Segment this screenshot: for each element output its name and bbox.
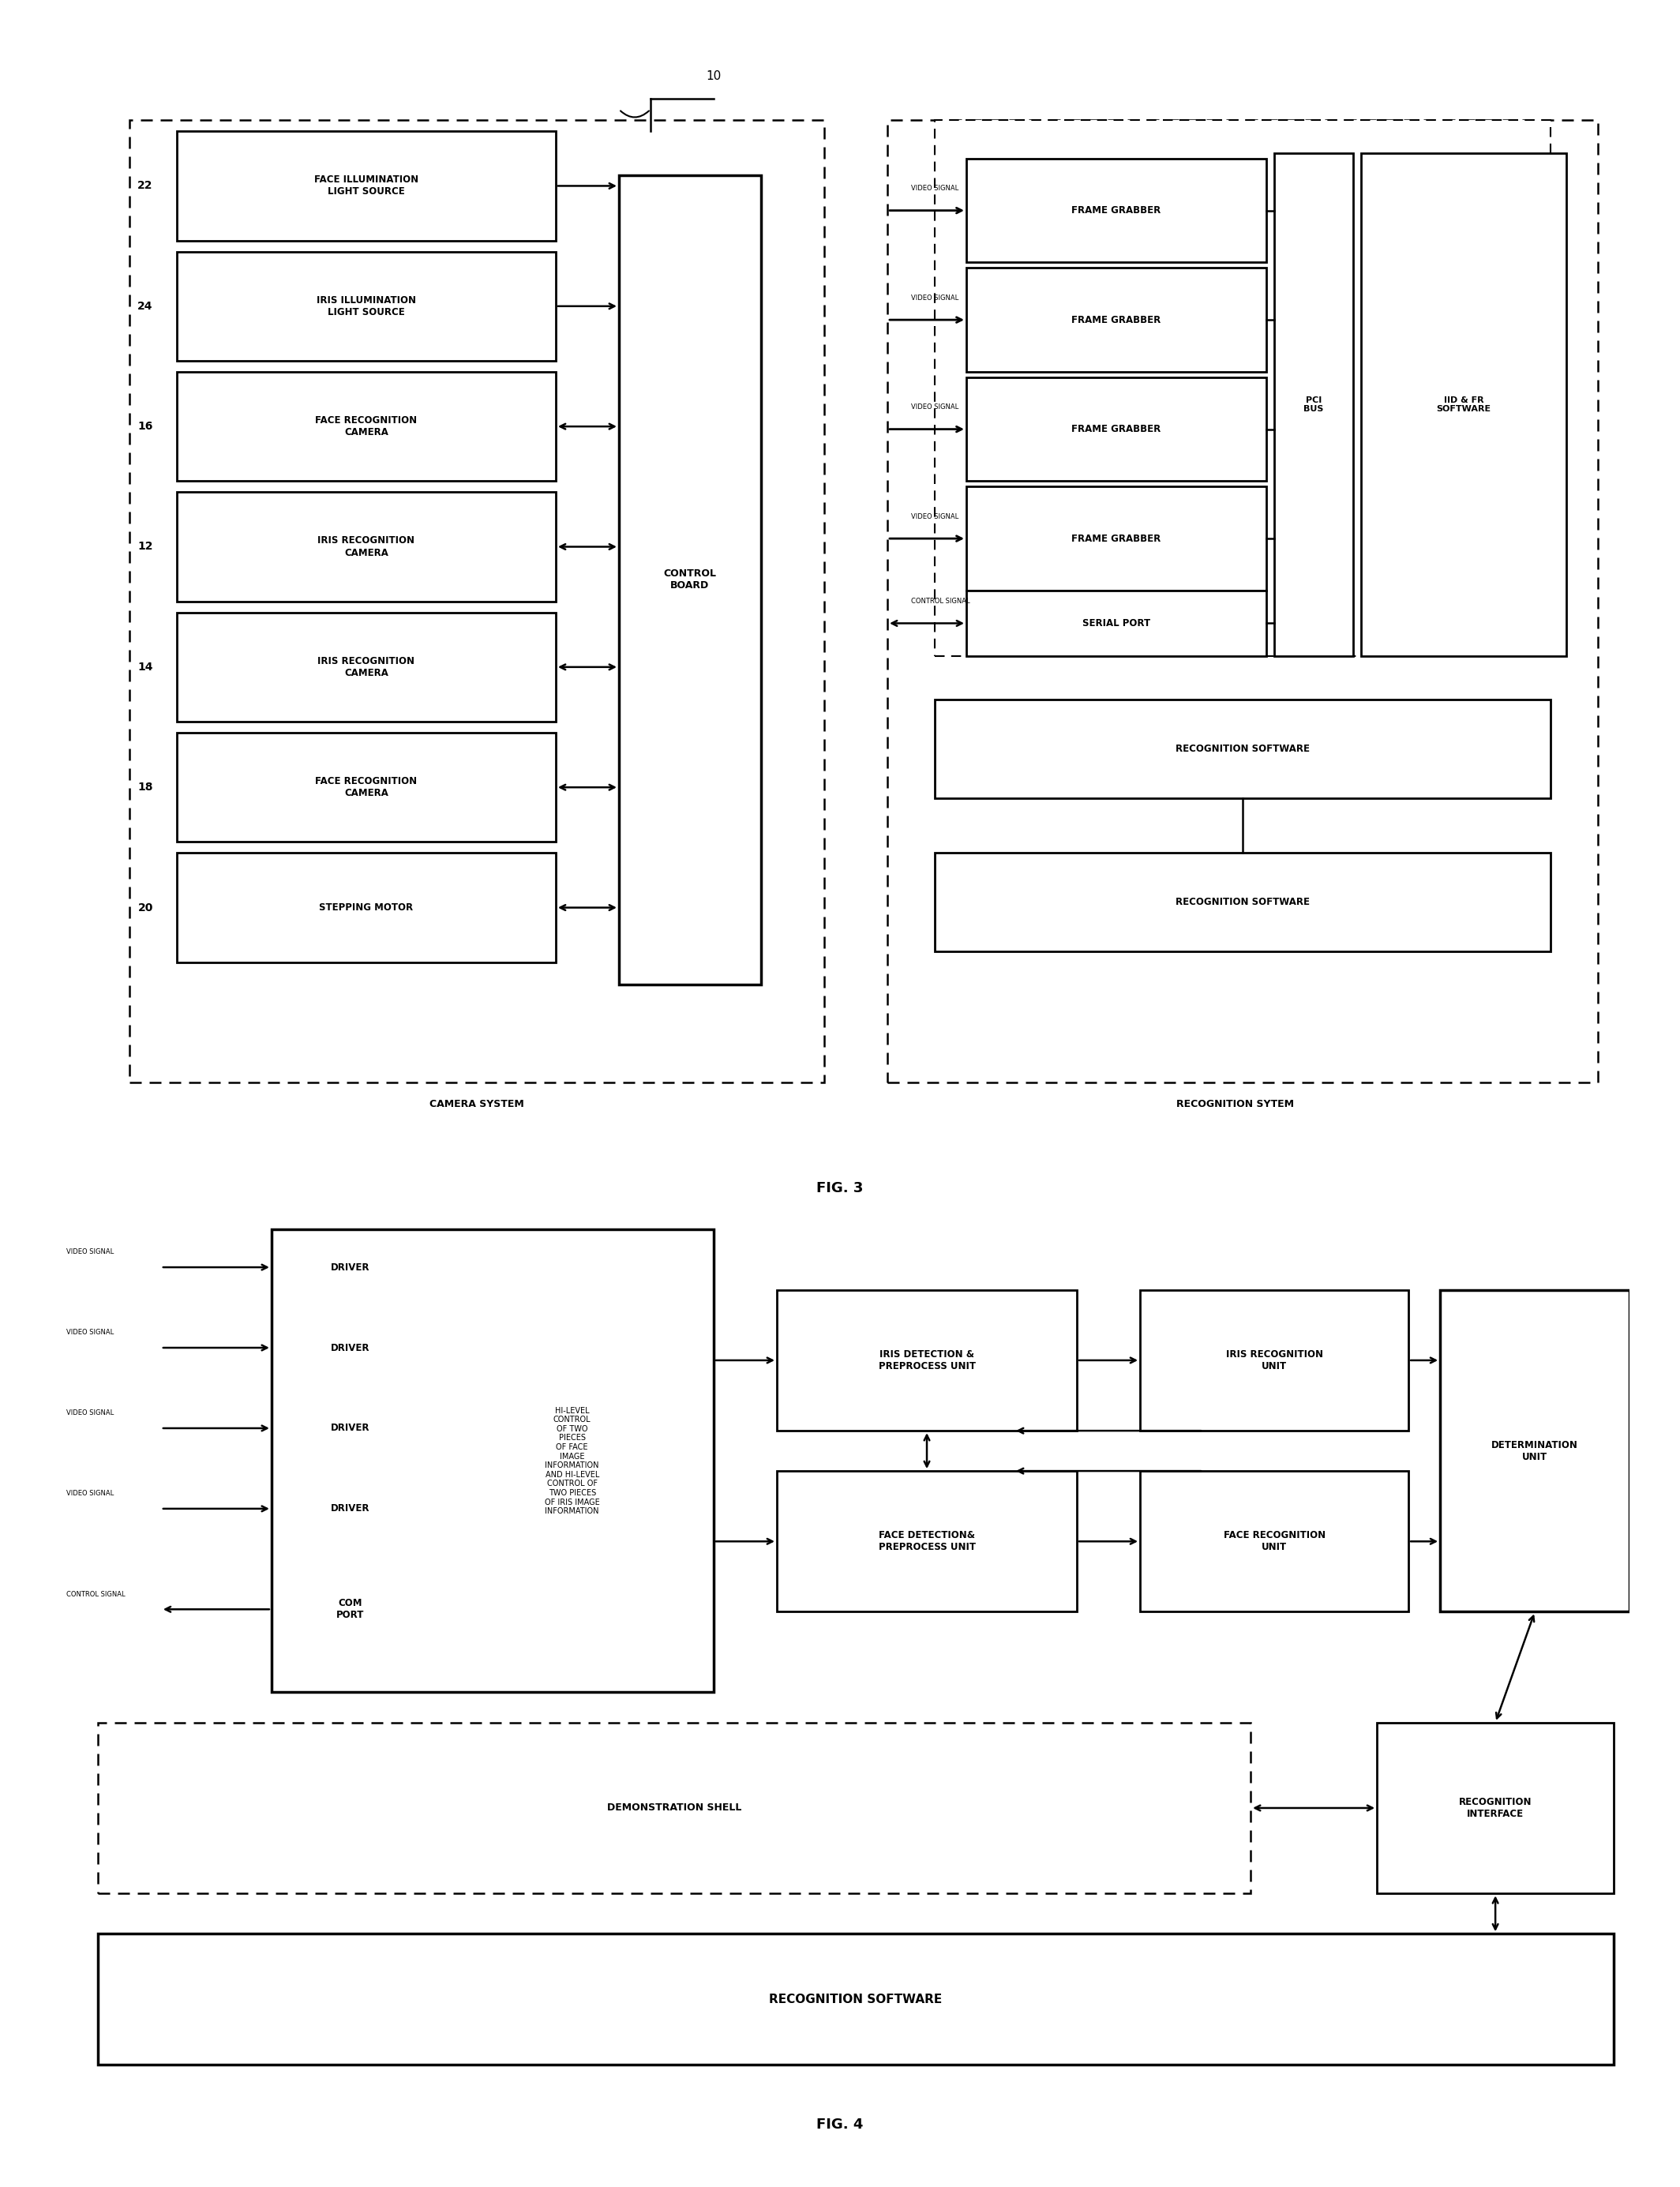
Text: DRIVER: DRIVER [331,1262,370,1273]
Bar [176,612,556,722]
Bar [934,120,1551,656]
Text: STEPPING MOTOR: STEPPING MOTOR [319,903,413,912]
Text: FACE RECOGNITION
CAMERA: FACE RECOGNITION CAMERA [316,416,417,437]
Bar [97,1723,1250,1894]
Text: 22: 22 [138,179,153,192]
Text: VIDEO SIGNAL: VIDEO SIGNAL [911,186,959,192]
Bar [272,1229,714,1693]
Text: IRIS DETECTION &
PREPROCESS UNIT: IRIS DETECTION & PREPROCESS UNIT [879,1349,976,1371]
Bar [272,1233,430,1299]
Bar [176,853,556,962]
Text: COM
PORT: COM PORT [336,1599,365,1621]
Text: IRIS RECOGNITION
UNIT: IRIS RECOGNITION UNIT [1226,1349,1322,1371]
Bar [129,120,825,1083]
Bar [272,1476,430,1542]
Bar [1440,1290,1630,1612]
Text: VIDEO SIGNAL: VIDEO SIGNAL [66,1249,114,1255]
Text: FRAME GRABBER: FRAME GRABBER [1072,534,1161,545]
Bar [176,252,556,361]
Text: DETERMINATION
UNIT: DETERMINATION UNIT [1492,1439,1578,1461]
Text: FIG. 4: FIG. 4 [816,2117,864,2132]
Text: IRIS RECOGNITION
CAMERA: IRIS RECOGNITION CAMERA [318,656,415,678]
Bar [176,733,556,842]
Bar [934,853,1551,951]
Text: 10: 10 [706,70,721,83]
Text: CONTROL
BOARD: CONTROL BOARD [664,569,716,590]
Bar [97,1933,1614,2065]
Bar [272,1395,430,1461]
Bar [1361,153,1566,656]
Text: 20: 20 [138,901,153,914]
Text: DEMONSTRATION SHELL: DEMONSTRATION SHELL [606,1802,741,1813]
Text: FRAME GRABBER: FRAME GRABBER [1072,315,1161,326]
Text: 24: 24 [138,300,153,313]
Text: CONTROL SIGNAL: CONTROL SIGNAL [911,597,969,606]
Text: RECOGNITION
INTERFACE: RECOGNITION INTERFACE [1458,1798,1532,1820]
Text: VIDEO SIGNAL: VIDEO SIGNAL [66,1330,114,1336]
Bar [966,160,1267,262]
Text: VIDEO SIGNAL: VIDEO SIGNAL [66,1411,114,1417]
Text: RECOGNITION SYTEM: RECOGNITION SYTEM [1176,1100,1294,1109]
Bar [966,488,1267,590]
Text: RECOGNITION SOFTWARE: RECOGNITION SOFTWARE [1176,897,1310,908]
Text: DRIVER: DRIVER [331,1343,370,1354]
Text: VIDEO SIGNAL: VIDEO SIGNAL [911,295,959,302]
Text: CONTROL SIGNAL: CONTROL SIGNAL [66,1590,124,1599]
Bar [176,492,556,601]
Bar [934,700,1551,798]
Text: RECOGNITION SOFTWARE: RECOGNITION SOFTWARE [769,1992,942,2005]
Text: FRAME GRABBER: FRAME GRABBER [1072,424,1161,435]
Bar [1141,1472,1408,1612]
Text: FIG. 3: FIG. 3 [816,1181,864,1194]
Bar [1378,1723,1614,1894]
Text: FACE RECOGNITION
UNIT: FACE RECOGNITION UNIT [1223,1531,1326,1553]
Text: FACE RECOGNITION
CAMERA: FACE RECOGNITION CAMERA [316,776,417,798]
Bar [618,175,761,984]
Bar [966,378,1267,481]
Text: IID & FR
SOFTWARE: IID & FR SOFTWARE [1436,396,1492,413]
Text: HI-LEVEL
CONTROL
OF TWO
PIECES
OF FACE
IMAGE
INFORMATION
AND HI-LEVEL
CONTROL OF: HI-LEVEL CONTROL OF TWO PIECES OF FACE I… [544,1406,600,1516]
Text: CAMERA SYSTEM: CAMERA SYSTEM [430,1100,524,1109]
Bar [887,120,1598,1083]
Bar [176,372,556,481]
Text: 12: 12 [138,540,153,553]
Text: FRAME GRABBER: FRAME GRABBER [1072,206,1161,217]
Text: VIDEO SIGNAL: VIDEO SIGNAL [911,405,959,411]
Text: VIDEO SIGNAL: VIDEO SIGNAL [66,1489,114,1498]
Text: RECOGNITION SOFTWARE: RECOGNITION SOFTWARE [1176,744,1310,755]
Text: SERIAL PORT: SERIAL PORT [1082,619,1151,628]
Text: DRIVER: DRIVER [331,1505,370,1513]
Bar [1141,1290,1408,1430]
Bar [1273,153,1354,656]
Text: IRIS ILLUMINATION
LIGHT SOURCE: IRIS ILLUMINATION LIGHT SOURCE [316,295,417,317]
Bar [272,1577,430,1642]
Text: PCI
BUS: PCI BUS [1304,396,1324,413]
Text: 14: 14 [138,660,153,674]
Bar [966,590,1267,656]
Bar [272,1314,430,1380]
Text: FACE ILLUMINATION
LIGHT SOURCE: FACE ILLUMINATION LIGHT SOURCE [314,175,418,197]
Bar [176,131,556,241]
Text: 18: 18 [138,781,153,794]
Bar [966,269,1267,372]
Bar [776,1290,1077,1430]
Text: DRIVER: DRIVER [331,1424,370,1432]
Text: FACE DETECTION&
PREPROCESS UNIT: FACE DETECTION& PREPROCESS UNIT [879,1531,976,1553]
Text: IRIS RECOGNITION
CAMERA: IRIS RECOGNITION CAMERA [318,536,415,558]
Bar [776,1472,1077,1612]
Text: 16: 16 [138,420,153,433]
Text: VIDEO SIGNAL: VIDEO SIGNAL [911,514,959,521]
